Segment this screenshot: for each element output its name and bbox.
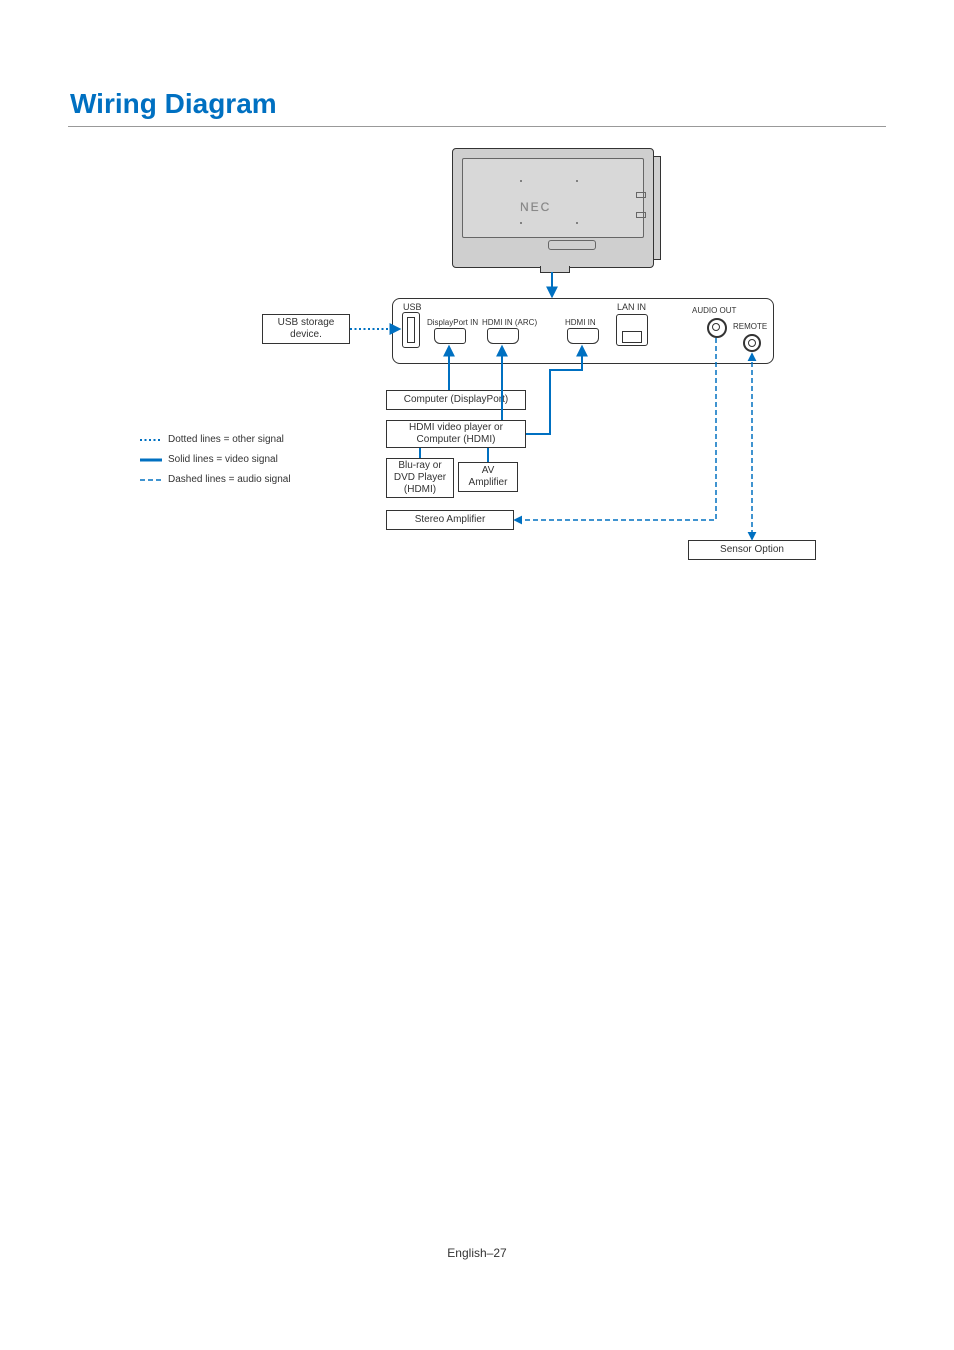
- legend-solid-label: Solid lines = video signal: [168, 449, 278, 471]
- legend-solid: Solid lines = video signal: [140, 450, 291, 470]
- legend-solid-icon: [140, 457, 162, 463]
- legend-dashed-icon: [140, 477, 162, 483]
- legend-dotted: Dotted lines = other signal: [140, 430, 291, 450]
- page-footer: English–27: [0, 1246, 954, 1260]
- legend-dotted-icon: [140, 437, 162, 443]
- line-hdmi: [526, 347, 582, 434]
- legend-dashed-label: Dashed lines = audio signal: [168, 469, 291, 491]
- legend-dashed: Dashed lines = audio signal: [140, 470, 291, 490]
- line-audio-out: [515, 338, 716, 520]
- page: Wiring Diagram NEC USB DisplayPort IN HD…: [0, 0, 954, 1350]
- legend: Dotted lines = other signal Solid lines …: [140, 430, 291, 490]
- legend-dotted-label: Dotted lines = other signal: [168, 429, 284, 451]
